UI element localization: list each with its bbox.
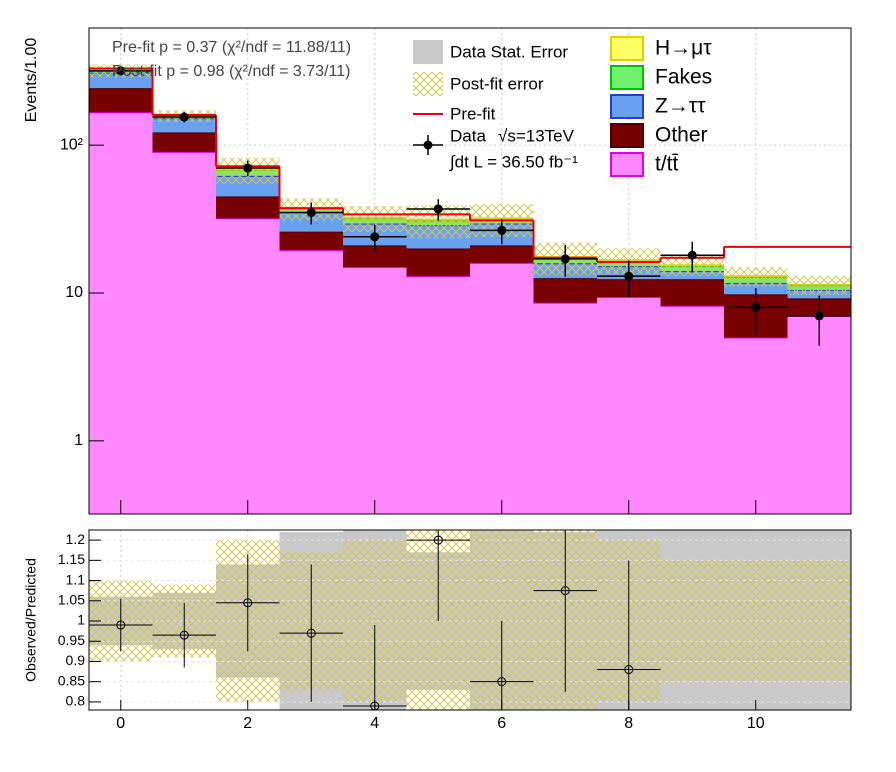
legend-swatch xyxy=(413,40,443,64)
stack-segment xyxy=(279,231,343,251)
legend-swatch xyxy=(413,72,443,96)
stack-segment xyxy=(660,279,724,306)
plot-frame xyxy=(88,27,852,515)
y-tick-label: 1.05 xyxy=(58,591,85,607)
data-point xyxy=(243,163,253,173)
data-point xyxy=(306,628,316,638)
data-point xyxy=(497,225,507,235)
data-point xyxy=(433,204,443,214)
x-tick-label: 6 xyxy=(497,715,506,732)
plot-area xyxy=(89,28,851,514)
legend-swatch xyxy=(423,140,433,150)
legend-label: Pre-fit xyxy=(450,104,496,123)
x-tick-label: 10 xyxy=(747,715,765,732)
data-point xyxy=(179,630,189,640)
postfit-error-band xyxy=(724,267,788,287)
legend-swatch xyxy=(610,65,644,90)
y-tick-label: 1.2 xyxy=(66,531,86,547)
data-point xyxy=(243,598,253,608)
data-point xyxy=(624,271,634,281)
data-point xyxy=(814,311,824,321)
fit-annotation: Pre-fit p = 0.37 (χ²/ndf = 11.88/11) xyxy=(112,39,351,56)
stack-segment xyxy=(660,305,724,514)
lumi-label: ∫dt L = 36.50 fb⁻¹ xyxy=(449,152,578,171)
x-tick-label: 8 xyxy=(624,715,633,732)
stack-segment xyxy=(724,337,788,514)
stack-segment xyxy=(470,245,534,263)
y-tick-label: 0.8 xyxy=(66,693,86,709)
legend-swatch xyxy=(610,123,644,148)
stack-segment xyxy=(216,196,280,219)
data-point xyxy=(560,586,570,596)
data-point xyxy=(560,254,570,264)
legend-annotation: √s=13TeV xyxy=(498,126,575,145)
stack-segment xyxy=(597,296,661,514)
plot-area xyxy=(89,530,851,710)
data-point xyxy=(306,208,316,218)
x-tick-label: 4 xyxy=(370,715,379,732)
legend-swatch xyxy=(610,94,644,119)
stack-segment xyxy=(787,315,851,514)
y-tick-label: 1.15 xyxy=(58,551,85,567)
stack-segment xyxy=(470,262,534,514)
y-axis-title: Observed/Predicted xyxy=(23,558,39,682)
y-tick-label: 0.95 xyxy=(58,632,85,648)
stack-segment xyxy=(406,248,470,277)
x-tick-label: 0 xyxy=(116,715,125,732)
y-axis-title: Events/1.00 xyxy=(23,38,40,123)
stack-segment xyxy=(279,250,343,514)
stack-segment xyxy=(343,245,407,267)
y-tick-label: 10 xyxy=(65,284,83,301)
legend-label: Data xyxy=(450,126,486,145)
stack-segment xyxy=(533,278,597,303)
stack-segment xyxy=(152,132,216,152)
legend-label: Other xyxy=(655,124,708,147)
plot-frame xyxy=(88,529,852,711)
data-point xyxy=(497,677,507,687)
legend-label: t/tt̄ xyxy=(655,153,679,176)
data-point xyxy=(687,250,697,260)
stack-segment xyxy=(533,302,597,514)
legend-label: Fakes xyxy=(655,66,712,89)
stack-segment xyxy=(89,88,153,113)
data-point xyxy=(624,665,634,675)
y-tick-label: 10² xyxy=(60,136,84,153)
legend-label: Post-fit error xyxy=(450,74,544,93)
y-tick-label: 0.9 xyxy=(66,652,86,668)
data-point xyxy=(116,620,126,630)
legend-swatch xyxy=(610,152,644,177)
data-point xyxy=(116,66,126,76)
y-tick-label: 1.1 xyxy=(66,571,86,587)
data-point xyxy=(179,112,189,122)
stack-segment xyxy=(89,112,153,514)
legend-swatch xyxy=(610,36,644,61)
legend-label: Z→ττ xyxy=(655,95,706,118)
postfit-error-band xyxy=(787,275,851,296)
stack-segment xyxy=(343,266,407,514)
x-tick-label: 2 xyxy=(243,715,252,732)
stack-segment xyxy=(216,218,280,514)
stack-segment xyxy=(406,276,470,514)
data-point xyxy=(433,535,443,545)
legend-label: Data Stat. Error xyxy=(450,42,568,61)
fit-annotation: Post-fit p = 0.98 (χ²/ndf = 3.73/11) xyxy=(112,63,350,80)
y-tick-label: 1 xyxy=(77,612,85,628)
data-point xyxy=(370,232,380,242)
y-tick-label: 1 xyxy=(74,432,83,449)
stack-segment xyxy=(152,151,216,514)
legend-label: H→μτ xyxy=(655,37,712,60)
y-tick-label: 0.85 xyxy=(58,672,85,688)
data-point xyxy=(751,302,761,312)
